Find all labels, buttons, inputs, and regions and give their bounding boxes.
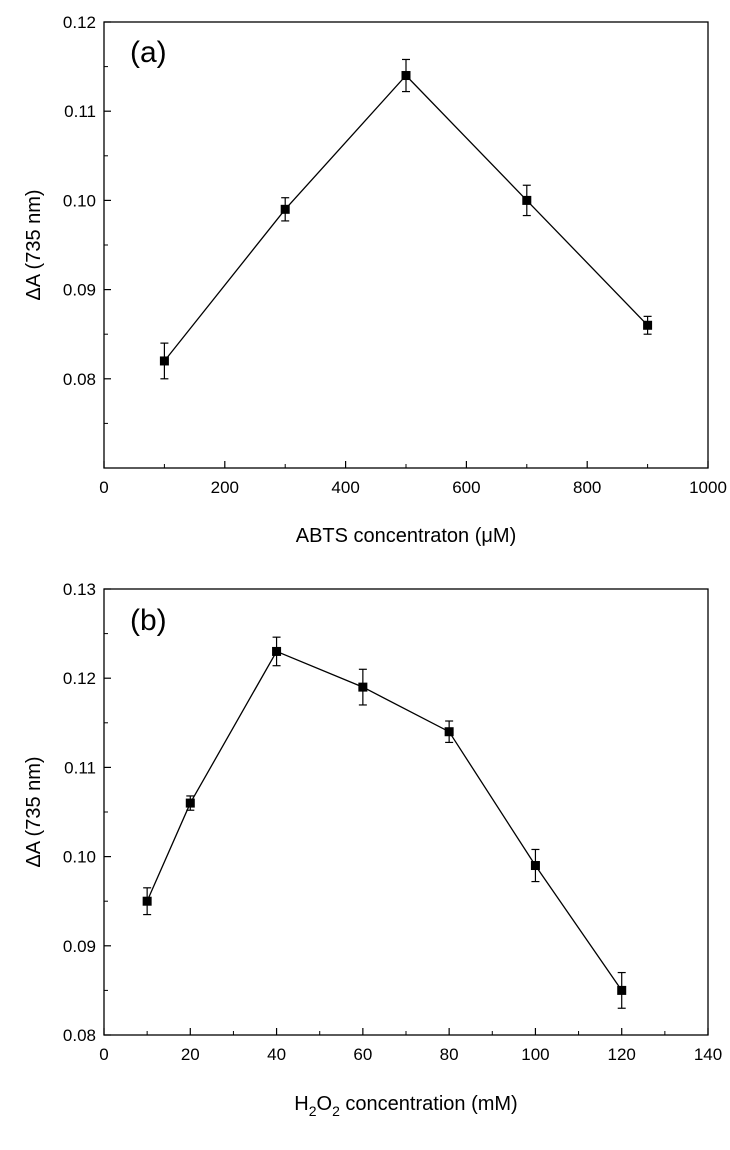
chart-panel-a: 0 200 400 600 800 1000 0.08 0.09 0.10 0.11 0.12 (a)… <box>23 13 727 547</box>
y-tick-label: 0.10 <box>63 848 96 867</box>
x-tick-label: 1000 <box>689 478 727 497</box>
y-axis-label: ΔA (735 nm) <box>23 189 45 300</box>
x-tick-label: 800 <box>573 478 601 497</box>
data-point-marker <box>280 204 290 214</box>
y-tick-label: 0.09 <box>63 281 96 300</box>
x-tick-label: 40 <box>267 1045 286 1064</box>
chart-panel-b: 0 20 40 60 80 100 120 140 0.08 0.09 0.10 0.11 0.12 0.… <box>23 580 722 1119</box>
y-tick-label: 0.11 <box>64 758 96 777</box>
data-point-marker <box>358 682 368 692</box>
x-axis-label-part: 2 <box>309 1103 317 1119</box>
y-tick-label: 0.12 <box>63 13 96 32</box>
x-tick-label: 400 <box>331 478 359 497</box>
panel-label: (a) <box>130 36 167 69</box>
x-tick-label: 200 <box>211 478 239 497</box>
data-point-marker <box>444 727 454 737</box>
x-tick-label: 0 <box>99 1045 108 1064</box>
series-line <box>163 74 649 362</box>
x-axis-label-part: H <box>294 1093 308 1115</box>
data-point-marker <box>142 896 152 906</box>
data-point-marker <box>522 195 532 205</box>
x-tick-label: 100 <box>521 1045 549 1064</box>
y-tick-label: 0.09 <box>63 937 96 956</box>
data-point-marker <box>272 646 282 656</box>
data-point-marker <box>185 798 195 808</box>
x-axis-label-part: 2 <box>332 1103 340 1119</box>
y-tick-label: 0.10 <box>63 191 96 210</box>
y-axis-label: ΔA (735 nm) <box>23 756 45 867</box>
x-axis-label-part: concentration (mM) <box>340 1093 518 1115</box>
plot-frame <box>103 588 709 1036</box>
panel-label: (b) <box>130 604 167 637</box>
x-tick-label: 60 <box>353 1045 372 1064</box>
data-point-marker <box>530 861 540 871</box>
x-tick-label: 120 <box>608 1045 636 1064</box>
x-tick-label: 80 <box>440 1045 459 1064</box>
x-axis-label: H2O2 concentration (mM) <box>294 1093 517 1119</box>
y-tick-label: 0.08 <box>63 1026 96 1045</box>
x-tick-label: 140 <box>694 1045 722 1064</box>
x-axis-label: ABTS concentraton (μM) <box>296 525 517 547</box>
y-tick-label: 0.08 <box>63 370 96 389</box>
x-tick-label: 20 <box>181 1045 200 1064</box>
series-line <box>146 650 623 991</box>
data-point-marker <box>159 356 169 366</box>
y-tick-label: 0.11 <box>64 102 96 121</box>
x-tick-label: 600 <box>452 478 480 497</box>
data-point-marker <box>617 985 627 995</box>
x-tick-label: 0 <box>99 478 108 497</box>
data-point-marker <box>643 320 653 330</box>
data-point-marker <box>401 71 411 81</box>
x-axis-label-part: O <box>317 1093 333 1115</box>
y-tick-label: 0.13 <box>63 580 96 599</box>
y-tick-label: 0.12 <box>63 669 96 688</box>
